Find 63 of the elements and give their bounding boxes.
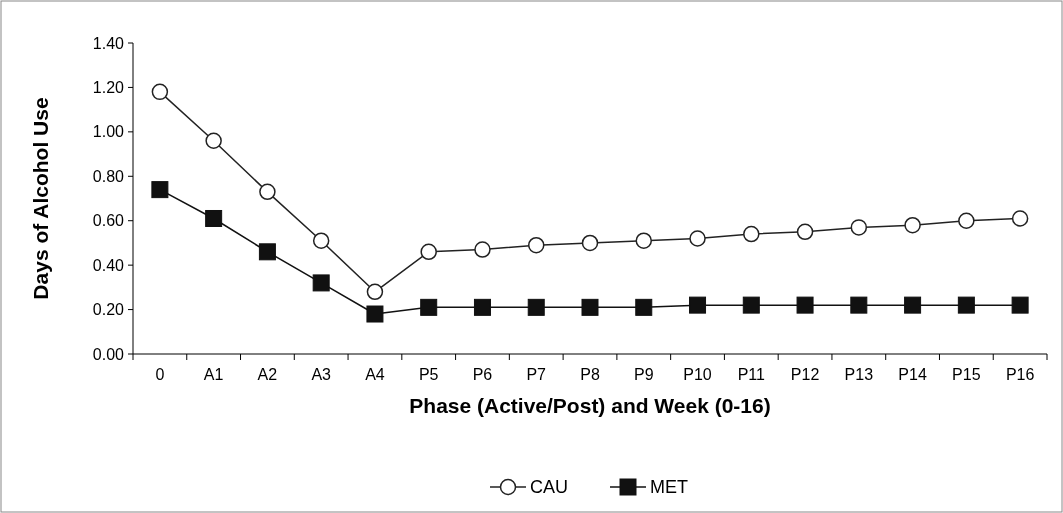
- x-tick-label: A4: [365, 366, 385, 383]
- point: [474, 241, 491, 258]
- point: [527, 236, 545, 254]
- x-tick-label: A3: [311, 366, 332, 383]
- point: [420, 298, 438, 316]
- x-tick-label: P10: [683, 366, 712, 383]
- point: [957, 296, 975, 314]
- point: [796, 296, 814, 314]
- point: [742, 296, 760, 314]
- x-tick-label: P15: [952, 366, 981, 383]
- y-tick-label: 0.20: [92, 301, 125, 319]
- x-axis-title: Phase (Active/Post) and Week (0-16): [409, 394, 771, 417]
- point: [689, 296, 707, 314]
- point: [312, 274, 330, 292]
- point: [312, 232, 330, 249]
- legend-label: MET: [650, 477, 688, 498]
- x-tick-label: P9: [633, 366, 654, 383]
- point: [1011, 210, 1029, 227]
- point: [205, 132, 222, 149]
- y-tick-label: 0.40: [92, 256, 125, 274]
- point: [151, 83, 169, 101]
- x-tick-label: P5: [418, 366, 439, 383]
- x-tick-label: P16: [1005, 366, 1035, 383]
- y-axis-title: Days of Alcohol Use: [29, 97, 52, 300]
- x-tick-label: P8: [580, 366, 600, 383]
- point: [581, 234, 599, 252]
- point: [205, 209, 223, 227]
- point: [473, 298, 491, 316]
- point: [527, 298, 545, 316]
- point: [850, 219, 868, 236]
- x-tick-label: A2: [257, 366, 278, 383]
- point: [151, 181, 169, 199]
- point: [366, 283, 384, 301]
- point: [850, 296, 868, 314]
- point: [635, 298, 653, 316]
- x-tick-label: P6: [472, 366, 493, 383]
- y-tick-label: 1.00: [92, 123, 125, 141]
- x-tick-label: A1: [203, 366, 224, 383]
- point: [420, 243, 437, 261]
- legend-label: CAU: [530, 477, 569, 498]
- point: [366, 305, 384, 323]
- y-tick-label: 0.60: [92, 212, 125, 230]
- point: [1011, 296, 1029, 314]
- point: [258, 243, 276, 261]
- x-tick-label: P12: [790, 366, 820, 383]
- point: [904, 216, 921, 234]
- point: [689, 230, 706, 247]
- y-tick-label: 0.00: [92, 345, 125, 363]
- x-tick-label: 0: [155, 366, 165, 383]
- x-tick-label: P13: [844, 366, 874, 383]
- point: [958, 212, 975, 229]
- point: [796, 223, 814, 241]
- x-tick-label: P14: [898, 366, 927, 383]
- y-tick-label: 1.40: [92, 34, 125, 52]
- point: [904, 296, 922, 314]
- point: [259, 183, 276, 201]
- point: [635, 232, 653, 249]
- y-tick-label: 1.20: [92, 79, 125, 97]
- x-tick-label: P7: [526, 366, 547, 383]
- y-tick-label: 0.80: [92, 167, 125, 185]
- x-tick-label: P11: [737, 366, 766, 383]
- point: [743, 225, 760, 243]
- point: [581, 298, 599, 316]
